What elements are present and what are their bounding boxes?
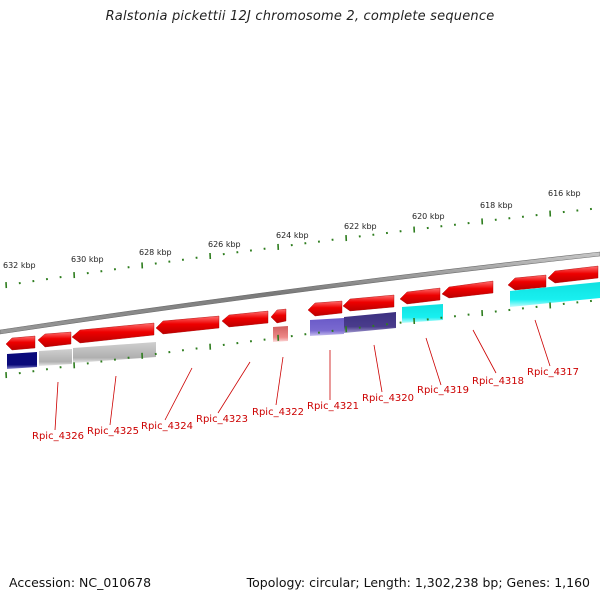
- ruler-label-622: 622 kbp: [344, 222, 377, 231]
- cog-blocks: [7, 282, 600, 369]
- gene-arrow-rpic-4325[interactable]: [37, 331, 72, 348]
- leader-line-rpic-4326: [54, 381, 59, 431]
- gene-arrow-rpic-4323[interactable]: [155, 315, 220, 335]
- gene-arrows: [5, 265, 599, 351]
- gene-label-rpic-4323[interactable]: Rpic_4323: [196, 414, 248, 425]
- gene-labels: Rpic_4326 Rpic_4325 Rpic_4324 Rpic_4323 …: [32, 367, 579, 442]
- gene-label-rpic-4326[interactable]: Rpic_4326: [32, 431, 84, 442]
- gene-arrow-rpic-4318[interactable]: [441, 280, 494, 299]
- leader-line-rpic-4320: [373, 344, 383, 393]
- gene-arrow-rpic-4317-b[interactable]: [547, 265, 599, 284]
- gene-arrow-rpic-4321[interactable]: [307, 300, 343, 317]
- gene-arrow-rpic-4322-b[interactable]: [270, 308, 287, 324]
- leader-line-rpic-4325: [109, 375, 117, 426]
- gene-label-rpic-4319[interactable]: Rpic_4319: [417, 385, 469, 396]
- gene-arrow-rpic-4320[interactable]: [342, 294, 395, 312]
- gene-label-rpic-4324[interactable]: Rpic_4324: [141, 421, 193, 432]
- gene-arrow-rpic-4317-a[interactable]: [507, 274, 547, 291]
- topology-text: Topology: circular; Length: 1,302,238 bp…: [246, 575, 590, 590]
- cog-block-violet: [310, 318, 344, 336]
- leader-line-rpic-4324: [164, 367, 193, 421]
- ruler-label-632: 632 kbp: [3, 261, 36, 270]
- accession-text: Accession: NC_010678: [9, 575, 152, 590]
- leader-line-rpic-4317: [534, 319, 551, 367]
- gene-arrow-rpic-4326[interactable]: [5, 335, 36, 351]
- leader-line-rpic-4318: [472, 329, 497, 374]
- leader-line-rpic-4323: [217, 361, 251, 414]
- gene-label-rpic-4321[interactable]: Rpic_4321: [307, 401, 359, 412]
- gene-label-rpic-4318[interactable]: Rpic_4318: [472, 376, 524, 387]
- cog-block-gray-small: [39, 349, 72, 366]
- ruler-label-626: 626 kbp: [208, 240, 241, 249]
- map-title: Ralstonia pickettii 12J chromosome 2, co…: [105, 9, 495, 24]
- ruler-label-624: 624 kbp: [276, 231, 309, 240]
- gene-arrow-rpic-4322-a[interactable]: [221, 310, 269, 328]
- ruler-labels: 632 kbp 630 kbp 628 kbp 626 kbp 624 kbp …: [3, 189, 581, 270]
- cog-block-gray-large: [73, 342, 156, 363]
- ruler-label-616: 616 kbp: [548, 189, 581, 198]
- ruler-label-630: 630 kbp: [71, 255, 104, 264]
- cog-block-navy: [7, 352, 37, 369]
- cog-block-darkviolet: [344, 312, 396, 333]
- ruler-label-628: 628 kbp: [139, 248, 172, 257]
- cog-block-pink: [273, 326, 288, 342]
- leader-lines: [54, 319, 551, 431]
- ruler-label-618: 618 kbp: [480, 201, 513, 210]
- inner-ruler: [5, 299, 592, 379]
- gene-label-rpic-4317[interactable]: Rpic_4317: [527, 367, 579, 378]
- gene-arrow-rpic-4324[interactable]: [71, 322, 155, 344]
- ruler-label-620: 620 kbp: [412, 212, 445, 221]
- cog-block-cyan-small: [402, 304, 443, 323]
- backbone-arc: [0, 251, 600, 335]
- gene-label-rpic-4322[interactable]: Rpic_4322: [252, 407, 304, 418]
- outer-ruler: [5, 207, 592, 289]
- leader-line-rpic-4319: [425, 337, 442, 386]
- leader-line-rpic-4322: [275, 356, 284, 406]
- cog-block-cyan-large: [510, 282, 600, 307]
- gene-arrow-rpic-4319[interactable]: [399, 287, 441, 305]
- gene-label-rpic-4325[interactable]: Rpic_4325: [87, 426, 139, 437]
- gene-label-rpic-4320[interactable]: Rpic_4320: [362, 393, 414, 404]
